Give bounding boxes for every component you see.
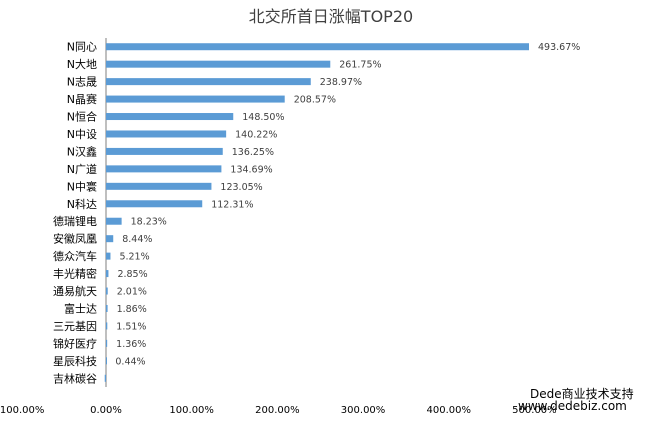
x-tick-label: 100.00% bbox=[169, 405, 214, 416]
data-label: 5.21% bbox=[119, 252, 149, 263]
data-label: 1.51% bbox=[116, 321, 146, 332]
chart-title: 北交所首日涨幅TOP20 bbox=[249, 7, 413, 26]
category-label: N大地 bbox=[67, 57, 97, 71]
category-label: 富士达 bbox=[64, 301, 97, 315]
bar bbox=[106, 147, 223, 155]
category-label: N中设 bbox=[67, 128, 97, 141]
category-label: 锦好医疗 bbox=[53, 336, 97, 350]
bar bbox=[106, 270, 109, 278]
category-label: N同心 bbox=[67, 41, 97, 54]
category-label: N科达 bbox=[67, 197, 97, 211]
data-label: 1.36% bbox=[116, 339, 146, 350]
bar bbox=[106, 322, 108, 330]
category-label: N广道 bbox=[67, 162, 97, 176]
bar bbox=[104, 374, 106, 382]
category-label: N志晟 bbox=[67, 76, 97, 89]
data-label: 136.25% bbox=[232, 147, 274, 158]
data-label: 238.97% bbox=[320, 77, 362, 88]
bar bbox=[106, 60, 331, 68]
watermark-line2: www.dedebiz.com bbox=[518, 399, 627, 413]
bar bbox=[106, 287, 108, 295]
bar bbox=[106, 95, 285, 103]
category-label: N晶赛 bbox=[67, 92, 97, 106]
data-label: 18.23% bbox=[131, 217, 167, 228]
data-label: 2.01% bbox=[117, 287, 147, 298]
category-label: 三元基因 bbox=[53, 320, 97, 333]
bar bbox=[106, 182, 212, 190]
category-label: 德众汽车 bbox=[53, 249, 97, 263]
x-tick-label: 0.00% bbox=[90, 405, 122, 416]
data-label: 140.22% bbox=[235, 129, 277, 140]
data-label: 261.75% bbox=[339, 60, 381, 71]
category-label: 星辰科技 bbox=[53, 354, 97, 368]
category-label: N恒合 bbox=[67, 110, 97, 124]
category-label: 丰光精密 bbox=[53, 267, 97, 281]
x-tick-label: 300.00% bbox=[341, 405, 386, 416]
bar bbox=[106, 200, 203, 208]
data-label: 134.69% bbox=[230, 164, 272, 175]
bar bbox=[106, 43, 529, 51]
data-label: 112.31% bbox=[211, 199, 253, 210]
category-label: 安徽凤凰 bbox=[53, 232, 97, 246]
category-label: 吉林碳谷 bbox=[53, 371, 97, 385]
data-label: 8.44% bbox=[122, 234, 152, 245]
bar bbox=[106, 304, 108, 312]
bar bbox=[106, 130, 227, 138]
x-tick-label: -100.00% bbox=[0, 405, 44, 416]
category-label: N汉鑫 bbox=[67, 144, 97, 158]
data-label: 493.67% bbox=[538, 42, 580, 53]
bar bbox=[106, 339, 108, 347]
data-label: 208.57% bbox=[294, 95, 336, 106]
x-tick-label: 400.00% bbox=[426, 405, 471, 416]
data-label: 148.50% bbox=[242, 112, 284, 123]
watermark-line1: Dede商业技术支持 bbox=[530, 387, 634, 401]
bar bbox=[106, 252, 111, 260]
x-tick-label: 200.00% bbox=[255, 405, 300, 416]
bar bbox=[106, 357, 107, 365]
bar bbox=[106, 78, 311, 86]
bar bbox=[106, 113, 234, 121]
category-label: 德瑞锂电 bbox=[53, 214, 97, 228]
bar bbox=[106, 165, 222, 173]
category-label: 通易航天 bbox=[53, 284, 97, 298]
category-label: N中寰 bbox=[67, 179, 97, 193]
data-label: 1.86% bbox=[117, 304, 147, 315]
data-label: 123.05% bbox=[220, 182, 262, 193]
bar bbox=[106, 235, 114, 243]
x-tick-label: 500.00% bbox=[512, 405, 557, 416]
data-label: 0.44% bbox=[115, 356, 145, 367]
data-label: 2.85% bbox=[117, 269, 147, 280]
bar bbox=[106, 217, 122, 225]
